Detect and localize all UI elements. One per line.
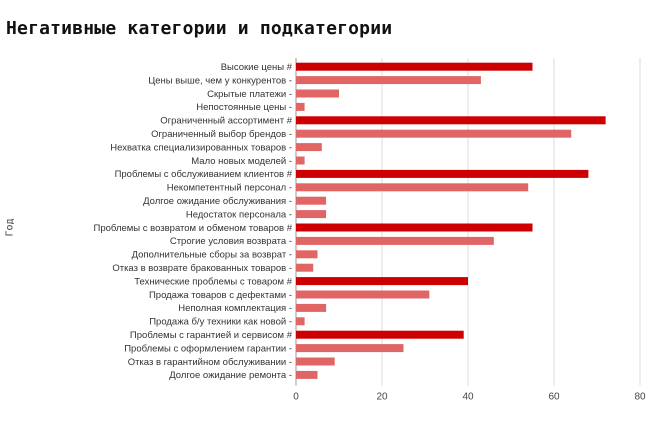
subcategory-bar bbox=[296, 210, 327, 219]
category-label: Технические проблемы с товаром # bbox=[134, 276, 292, 287]
chart-title: Негативные категории и подкатегории bbox=[6, 18, 393, 39]
subcategory-bar bbox=[296, 357, 335, 366]
category-label: Мало новых моделей - bbox=[191, 156, 292, 167]
category-label: Неполная комплектация - bbox=[178, 303, 292, 314]
subcategory-bar bbox=[296, 143, 322, 152]
category-label: Продажа товаров с дефектами - bbox=[149, 290, 292, 301]
subcategory-bar bbox=[296, 250, 318, 259]
x-tick-label: 40 bbox=[462, 392, 474, 403]
subcategory-bar bbox=[296, 263, 314, 272]
x-tick-label: 80 bbox=[634, 392, 646, 403]
subcategory-bar bbox=[296, 344, 404, 353]
category-label: Отказ в гарантийном обслуживании - bbox=[128, 357, 292, 368]
subcategory-bar bbox=[296, 303, 327, 312]
x-tick-label: 0 bbox=[293, 392, 299, 403]
subcategory-bar bbox=[296, 129, 572, 138]
category-label: Цены выше, чем у конкурентов - bbox=[148, 75, 292, 86]
x-tick-label: 60 bbox=[548, 392, 560, 403]
category-label: Высокие цены # bbox=[221, 62, 293, 73]
subcategory-bar bbox=[296, 156, 305, 165]
category-label: Проблемы с оформлением гарантии - bbox=[124, 343, 292, 354]
subcategory-bar bbox=[296, 196, 327, 205]
category-bar bbox=[296, 62, 533, 71]
category-label: Отказ в возврате бракованных товаров - bbox=[112, 263, 292, 274]
category-bar bbox=[296, 116, 606, 125]
category-bar bbox=[296, 277, 468, 286]
subcategory-bar bbox=[296, 102, 305, 111]
category-label: Скрытые платежи - bbox=[207, 89, 292, 100]
category-labels: Высокие цены # Цены выше, чем у конкурент… bbox=[94, 62, 293, 381]
category-label: Некомпетентный персонал - bbox=[167, 183, 292, 194]
subcategory-bar bbox=[296, 236, 494, 245]
category-label: Продажа б/у техники как новой - bbox=[149, 317, 292, 328]
subcategory-bar bbox=[296, 370, 318, 379]
category-bar bbox=[296, 330, 464, 339]
subcategory-bar bbox=[296, 76, 481, 85]
subcategory-bar bbox=[296, 290, 430, 299]
category-label: Нехватка специализированных товаров - bbox=[110, 142, 292, 153]
category-label: Недостаток персонала - bbox=[186, 209, 292, 220]
subcategory-bar bbox=[296, 89, 339, 98]
x-tick-labels: 0 20 40 60 80 bbox=[293, 392, 646, 403]
category-label: Ограниченный ассортимент # bbox=[160, 116, 292, 127]
category-label: Ограниченный выбор брендов - bbox=[151, 129, 292, 140]
category-label: Проблемы с возвратом и обменом товаров # bbox=[94, 223, 293, 234]
category-label: Проблемы с гарантией и сервисом # bbox=[130, 330, 293, 341]
subcategory-bar bbox=[296, 183, 529, 192]
category-bar bbox=[296, 169, 589, 178]
subcategory-bar bbox=[296, 317, 305, 326]
category-label: Долгое ожидание ремонта - bbox=[169, 370, 292, 381]
category-label: Долгое ожидание обслуживания - bbox=[143, 196, 292, 207]
category-label: Проблемы с обслуживанием клиентов # bbox=[115, 169, 293, 180]
x-tick-label: 20 bbox=[376, 392, 388, 403]
category-label: Строгие условия возврата - bbox=[170, 236, 292, 247]
category-label: Непостоянные цены - bbox=[196, 102, 292, 113]
bar-layer bbox=[296, 62, 606, 379]
category-bar bbox=[296, 223, 533, 232]
category-label: Дополнительные сборы за возврат - bbox=[132, 250, 292, 261]
